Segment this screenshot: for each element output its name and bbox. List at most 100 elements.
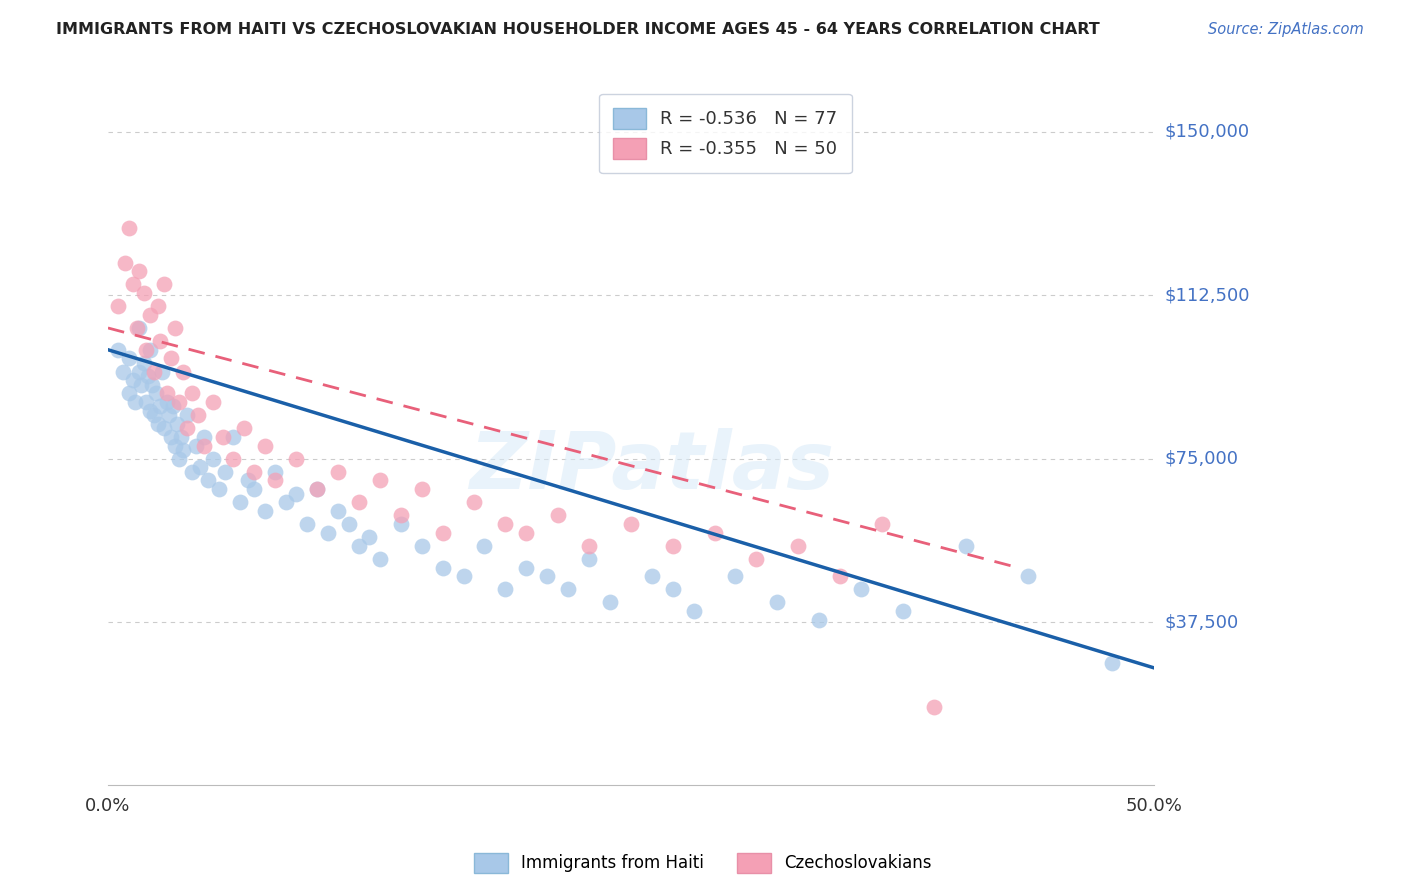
Point [176,408,198,422]
Point [184,439,207,453]
Point [891,604,914,618]
Point [368,552,391,566]
Text: IMMIGRANTS FROM HAITI VS CZECHOSLOVAKIAN HOUSEHOLDER INCOME AGES 45 - 64 YEARS C: IMMIGRANTS FROM HAITI VS CZECHOSLOVAKIAN… [56,22,1099,37]
Point [347,539,370,553]
Point [264,474,287,488]
Point [922,700,945,714]
Text: $75,000: $75,000 [1166,450,1239,467]
Point [411,482,433,496]
Point [243,465,266,479]
Point [153,421,176,435]
Text: $112,500: $112,500 [1166,286,1250,304]
Point [139,343,162,357]
Point [222,430,245,444]
Point [132,286,155,301]
Point [515,525,537,540]
Point [1101,657,1123,671]
Point [229,495,252,509]
Point [285,451,308,466]
Point [264,465,287,479]
Point [641,569,664,583]
Point [162,400,184,414]
Point [128,365,150,379]
Point [155,395,177,409]
Point [463,495,485,509]
Point [808,613,831,627]
Point [326,504,349,518]
Point [307,482,329,496]
Point [201,451,224,466]
Point [139,403,162,417]
Point [285,486,308,500]
Point [494,516,516,531]
Point [870,516,893,531]
Point [188,460,211,475]
Point [208,482,231,496]
Point [766,595,789,609]
Point [193,439,215,453]
Point [828,569,851,583]
Point [236,474,259,488]
Point [682,604,704,618]
Point [411,539,433,553]
Point [307,482,329,496]
Point [107,299,129,313]
Point [172,365,194,379]
Point [118,220,141,235]
Point [149,400,172,414]
Point [124,395,146,409]
Point [787,539,810,553]
Point [167,395,190,409]
Point [143,408,166,422]
Point [347,495,370,509]
Point [118,386,141,401]
Text: $150,000: $150,000 [1166,123,1250,141]
Point [159,430,181,444]
Point [170,430,193,444]
Point [141,377,163,392]
Point [578,539,600,553]
Point [432,525,454,540]
Point [274,495,297,509]
Point [153,277,176,292]
Point [107,343,129,357]
Point [163,321,186,335]
Point [474,539,496,553]
Point [148,299,170,313]
Point [114,255,136,269]
Point [159,351,181,366]
Point [661,539,683,553]
Point [243,482,266,496]
Point [557,582,579,597]
Point [515,560,537,574]
Point [201,395,224,409]
Point [326,465,349,479]
Point [150,365,173,379]
Point [359,530,381,544]
Legend: R = -0.536   N = 77, R = -0.355   N = 50: R = -0.536 N = 77, R = -0.355 N = 50 [599,94,852,173]
Point [368,474,391,488]
Point [295,516,318,531]
Point [389,508,412,523]
Point [253,439,276,453]
Point [599,595,621,609]
Point [620,516,643,531]
Point [337,516,360,531]
Point [139,308,162,322]
Point [136,368,159,383]
Point [453,569,475,583]
Point [145,386,167,401]
Legend: Immigrants from Haiti, Czechoslovakians: Immigrants from Haiti, Czechoslovakians [468,847,938,880]
Point [127,321,149,335]
Point [389,516,412,531]
Point [157,408,180,422]
Point [432,560,454,574]
Point [214,465,236,479]
Point [212,430,235,444]
Point [316,525,339,540]
Point [233,421,256,435]
Point [122,373,145,387]
Point [724,569,747,583]
Point [167,451,190,466]
Point [703,525,725,540]
